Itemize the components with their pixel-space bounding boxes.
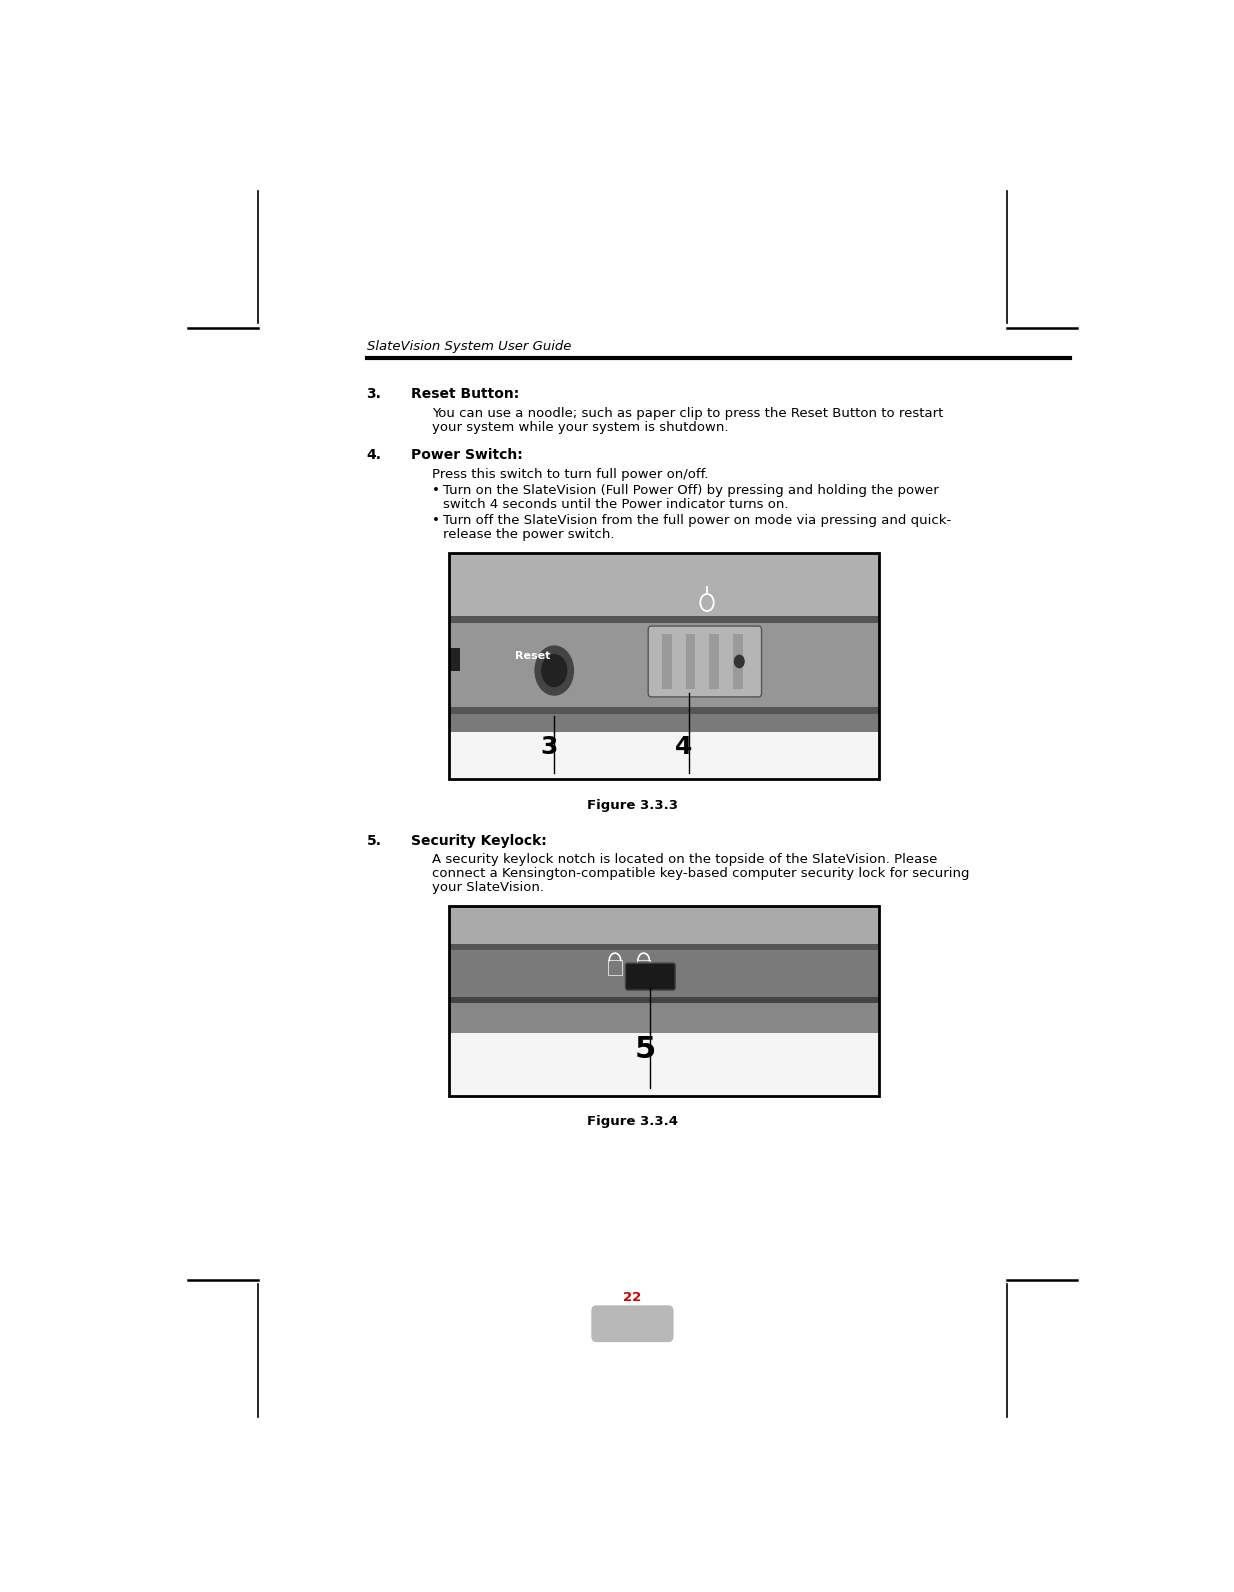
Text: •: • [432,514,439,527]
Bar [449,648,459,670]
Text: 3.: 3. [366,387,381,401]
Bar [449,1033,879,1095]
Text: your SlateVision.: your SlateVision. [432,880,544,893]
Bar [449,732,879,780]
Bar [637,960,650,976]
Bar [710,634,719,689]
Bar [661,634,671,689]
Bar [449,997,879,1003]
FancyBboxPatch shape [648,626,761,697]
Bar [686,634,695,689]
Text: Reset: Reset [515,651,550,661]
Bar [449,707,879,713]
Bar [449,713,879,732]
Text: 5: 5 [636,1035,656,1063]
Bar [449,552,879,780]
Bar [449,1003,879,1033]
Text: •: • [432,484,439,497]
Bar [449,944,879,949]
FancyBboxPatch shape [626,963,675,990]
Bar [449,906,879,944]
Text: 3: 3 [540,734,558,758]
Text: SlateVision System User Guide: SlateVision System User Guide [366,339,571,353]
Bar [449,622,879,707]
Text: your system while your system is shutdown.: your system while your system is shutdow… [432,420,728,433]
Text: Reset Button:: Reset Button: [411,387,518,401]
Bar [449,616,879,622]
Text: connect a Kensington-compatible key-based computer security lock for securing: connect a Kensington-compatible key-base… [432,868,969,880]
Bar [449,906,879,1095]
Text: Turn on the SlateVision (Full Power Off) by pressing and holding the power: Turn on the SlateVision (Full Power Off)… [443,484,939,497]
Bar [733,634,743,689]
Text: Turn off the SlateVision from the full power on mode via pressing and quick-: Turn off the SlateVision from the full p… [443,514,951,527]
Text: A security keylock notch is located on the topside of the SlateVision. Please: A security keylock notch is located on t… [432,853,937,866]
Text: You can use a noodle; such as paper clip to press the Reset Button to restart: You can use a noodle; such as paper clip… [432,406,943,420]
Text: Press this switch to turn full power on/off.: Press this switch to turn full power on/… [432,468,708,481]
Bar [449,906,879,1095]
Text: Security Keylock:: Security Keylock: [411,834,547,847]
Circle shape [542,654,566,686]
Bar [449,949,879,997]
Text: Figure 3.3.3: Figure 3.3.3 [587,799,677,812]
Bar [449,552,879,616]
Text: 22: 22 [623,1291,642,1304]
Circle shape [536,646,574,696]
Text: 5.: 5. [366,834,381,847]
Text: switch 4 seconds until the Power indicator turns on.: switch 4 seconds until the Power indicat… [443,498,789,511]
Text: release the power switch.: release the power switch. [443,527,615,541]
FancyBboxPatch shape [591,1305,674,1342]
Bar [608,960,622,976]
Circle shape [734,656,744,667]
Text: 4.: 4. [366,449,381,462]
Text: 4: 4 [675,734,692,758]
Text: Power Switch:: Power Switch: [411,449,522,462]
Text: Figure 3.3.4: Figure 3.3.4 [587,1116,677,1129]
Bar [449,552,879,780]
